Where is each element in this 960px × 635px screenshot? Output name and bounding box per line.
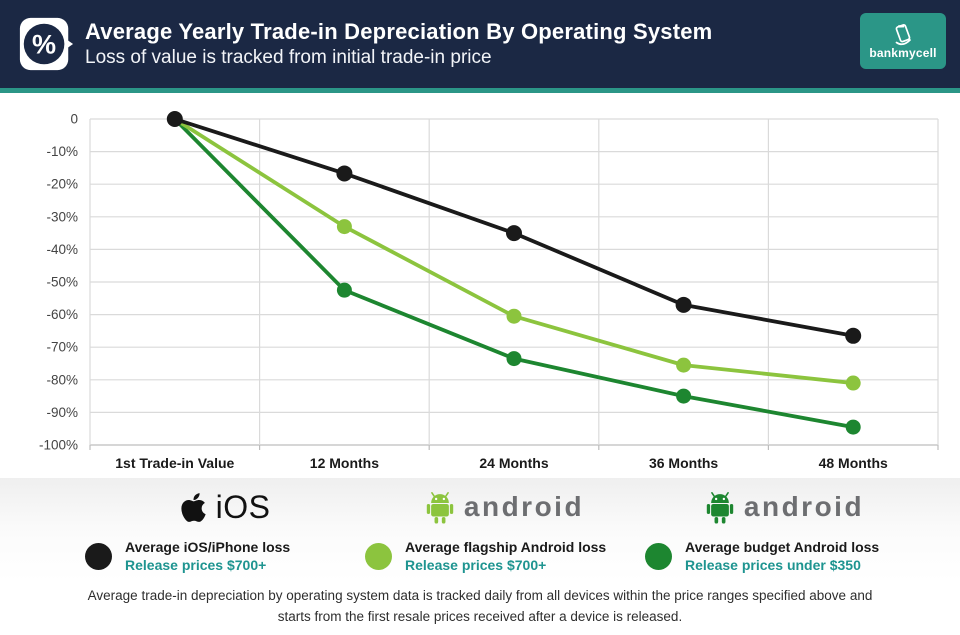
header-inner: % Average Yearly Trade-in Depreciation B… <box>0 0 960 88</box>
y-axis-tick-label: 0 <box>70 112 78 127</box>
phone-hand-icon <box>890 22 916 48</box>
depreciation-line-chart: 0 -10% -20% -30% -40% -50% -60% -70% -80% -90% -10… <box>39 111 939 471</box>
android-flagship-logo-block: android <box>365 480 645 534</box>
y-axis-tick-label: -20% <box>46 177 78 192</box>
data-point-2 <box>845 419 861 435</box>
x-axis-label: 48 Months <box>819 455 888 471</box>
y-axis-tick-label: -100% <box>39 438 78 453</box>
legend-section: iOS android <box>0 478 960 582</box>
data-point-0 <box>675 296 692 313</box>
ios-logo-block: iOS <box>85 480 365 534</box>
data-point-0 <box>166 111 183 127</box>
data-point-0 <box>845 327 862 344</box>
y-axis-tick-label: -80% <box>46 372 78 387</box>
legend-item-ios: Average iOS/iPhone loss Release prices $… <box>85 538 365 574</box>
page-title: Average Yearly Trade-in Depreciation By … <box>85 18 713 44</box>
legend-label: Average budget Android loss <box>685 539 880 555</box>
legend-sublabel: Release prices $700+ <box>405 557 547 574</box>
data-point-1 <box>336 219 352 235</box>
platform-logos-row: iOS android <box>0 480 960 534</box>
svg-text:%: % <box>32 30 56 60</box>
data-point-1 <box>845 375 861 391</box>
ios-wordmark: iOS <box>215 488 271 525</box>
legend-label: Average flagship Android loss <box>405 539 607 555</box>
data-point-2 <box>676 388 692 404</box>
header: % Average Yearly Trade-in Depreciation B… <box>0 0 960 88</box>
android-wordmark: android <box>463 491 585 522</box>
legend-bullet-budget <box>645 542 672 570</box>
legend-row: Average iOS/iPhone loss Release prices $… <box>0 538 960 574</box>
data-point-1 <box>676 357 692 373</box>
android-budget-logo-block: android <box>645 480 925 534</box>
y-axis-tick-label: -30% <box>46 209 78 224</box>
legend-item-flagship-android: Average flagship Android loss Release pr… <box>365 538 645 574</box>
legend-bullet-flagship <box>365 542 392 570</box>
android-robot-icon <box>426 491 454 524</box>
header-divider <box>0 88 960 93</box>
y-axis-tick-label: -10% <box>46 144 78 159</box>
data-point-2 <box>336 282 352 298</box>
android-robot-icon <box>706 491 734 524</box>
legend-bullet-ios <box>85 542 112 570</box>
header-titles: Average Yearly Trade-in Depreciation By … <box>85 19 712 69</box>
android-wordmark: android <box>743 491 865 522</box>
x-axis-label: 1st Trade-in Value <box>115 455 234 471</box>
percent-badge-icon: % <box>17 15 75 73</box>
y-axis-tick-label: -70% <box>46 340 78 355</box>
footnote-line-2: starts from the first resale prices rece… <box>277 608 683 624</box>
data-point-0 <box>336 165 353 182</box>
x-axis-label: 36 Months <box>649 455 718 471</box>
y-axis-tick-label: -50% <box>46 275 78 290</box>
footnote: Average trade-in depreciation by operati… <box>0 586 960 628</box>
y-axis-tick-label: -40% <box>46 242 78 257</box>
brand-logo: bankmycell <box>860 13 946 69</box>
footnote-line-1: Average trade-in depreciation by operati… <box>87 588 873 603</box>
series-line-2 <box>173 117 854 429</box>
legend-item-budget-android: Average budget Android loss Release pric… <box>645 538 925 574</box>
x-axis-label: 24 Months <box>479 455 548 471</box>
legend-sublabel: Release prices under $350 <box>685 557 861 574</box>
data-point-0 <box>506 225 522 242</box>
legend-sublabel: Release prices $700+ <box>125 557 267 574</box>
legend-label: Average iOS/iPhone loss <box>125 539 291 555</box>
y-axis-tick-label: -90% <box>46 405 78 420</box>
series-line-1 <box>173 117 854 385</box>
x-axis-label: 12 Months <box>310 455 379 471</box>
y-axis-tick-label: -60% <box>46 307 78 322</box>
apple-logo-icon <box>180 491 207 524</box>
data-point-1 <box>506 308 522 324</box>
page-subtitle: Loss of value is tracked from initial tr… <box>85 46 492 68</box>
brand-name: bankmycell <box>869 46 937 60</box>
data-point-2 <box>506 351 522 367</box>
